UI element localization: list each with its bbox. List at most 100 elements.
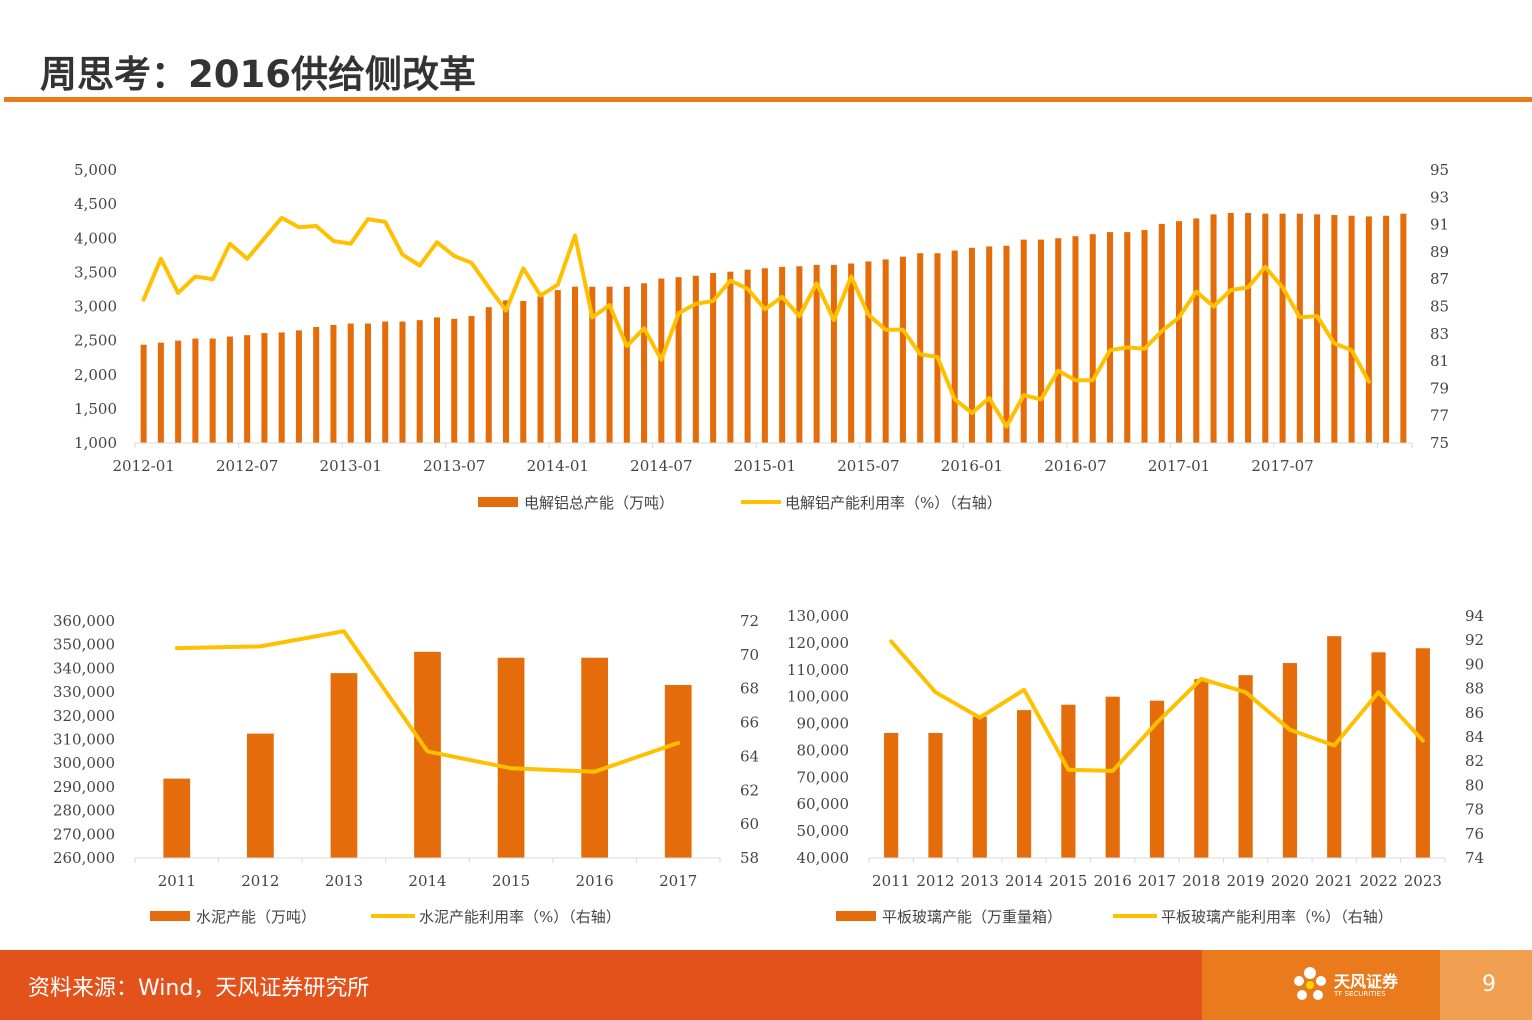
data-bar <box>364 323 371 443</box>
data-bar <box>433 317 441 443</box>
x-axis-tick-label: 2020 <box>1271 872 1309 890</box>
x-axis-tick-label: 2018 <box>1182 872 1220 890</box>
right-axis-tick-label: 92 <box>1465 631 1484 649</box>
data-bar <box>497 657 525 858</box>
left-axis-tick-label: 280,000 <box>53 802 115 820</box>
data-bar <box>1314 214 1321 443</box>
data-bar <box>675 277 682 443</box>
left-axis-tick-label: 90,000 <box>797 715 850 733</box>
right-axis-tick-label: 79 <box>1430 379 1449 397</box>
left-axis-tick-label: 60,000 <box>797 795 850 813</box>
data-bar <box>1400 213 1407 443</box>
left-axis-tick-label: 120,000 <box>787 634 849 652</box>
data-bar <box>761 268 768 443</box>
data-bar <box>664 684 692 858</box>
data-bar <box>934 253 941 443</box>
right-axis-tick-label: 74 <box>1465 849 1484 867</box>
x-axis-tick-label: 2014 <box>1005 872 1043 890</box>
data-bar <box>986 246 993 443</box>
data-bar <box>1003 245 1010 443</box>
data-bar <box>972 716 987 858</box>
data-bar <box>1238 675 1253 858</box>
x-axis-tick-label: 2013-07 <box>423 457 485 475</box>
right-axis-tick-label: 70 <box>740 646 759 664</box>
data-bar <box>641 283 648 443</box>
legend-line-label: 平板玻璃产能利用率（%）（右轴） <box>1161 908 1393 926</box>
data-bar <box>140 344 147 443</box>
legend-bar-swatch <box>836 911 876 921</box>
x-axis-tick-label: 2017 <box>659 872 697 890</box>
left-axis-tick-label: 3,500 <box>74 263 117 281</box>
x-axis-tick-label: 2017-07 <box>1251 457 1313 475</box>
data-bar <box>330 324 337 443</box>
x-axis-tick-label: 2022 <box>1359 872 1397 890</box>
data-bar <box>1227 212 1234 443</box>
left-axis-tick-label: 110,000 <box>787 661 849 679</box>
x-axis-tick-label: 2013 <box>961 872 999 890</box>
left-axis-tick-label: 3,000 <box>74 298 117 316</box>
left-axis-tick-label: 310,000 <box>53 731 115 749</box>
utilization-line <box>141 215 1371 429</box>
data-bar <box>1348 215 1355 443</box>
data-bar <box>899 256 906 443</box>
left-axis-tick-label: 80,000 <box>797 741 850 759</box>
source-note: 资料来源：Wind，天风证券研究所 <box>28 976 370 1001</box>
left-axis-tick-label: 260,000 <box>53 849 115 867</box>
data-bar <box>928 732 943 858</box>
legend-bar-swatch <box>478 497 518 507</box>
right-axis-tick-label: 78 <box>1465 801 1484 819</box>
x-axis-tick-label: 2011 <box>872 872 910 890</box>
data-bar <box>1061 704 1076 858</box>
utilization-line <box>174 629 681 774</box>
x-axis-tick-label: 2016 <box>1094 872 1132 890</box>
data-bar <box>1383 215 1390 443</box>
left-axis-tick-label: 2,000 <box>74 366 117 384</box>
x-axis-tick-label: 2019 <box>1227 872 1265 890</box>
right-axis-tick-label: 89 <box>1430 243 1449 261</box>
right-axis-tick-label: 93 <box>1430 188 1449 206</box>
data-bar <box>416 320 423 443</box>
data-bar <box>554 290 561 443</box>
right-axis-tick-label: 60 <box>740 815 759 833</box>
left-axis-tick-label: 270,000 <box>53 825 115 843</box>
left-axis-tick-label: 1,000 <box>74 434 117 452</box>
data-bar <box>727 271 734 443</box>
data-bar <box>1105 696 1120 858</box>
data-bar <box>1037 239 1044 443</box>
title-divider <box>4 97 1532 102</box>
left-axis-tick-label: 360,000 <box>53 612 115 630</box>
x-axis-tick-label: 2013 <box>325 872 363 890</box>
x-axis-tick-label: 2016-01 <box>941 457 1003 475</box>
left-axis-tick-label: 290,000 <box>53 778 115 796</box>
data-bar <box>589 286 596 443</box>
data-bar <box>1365 216 1372 443</box>
data-bar <box>884 732 899 858</box>
data-bar <box>503 300 510 443</box>
data-bar <box>226 336 233 443</box>
logo-name: 天风证券 <box>1334 972 1399 991</box>
data-bar <box>1210 214 1217 443</box>
right-axis-tick-label: 66 <box>740 714 759 732</box>
data-bar <box>917 253 924 443</box>
data-bar <box>313 326 320 443</box>
data-bar <box>1055 238 1062 443</box>
right-axis-tick-label: 87 <box>1430 270 1449 288</box>
left-axis-tick-label: 330,000 <box>53 683 115 701</box>
data-bar <box>1262 213 1269 443</box>
data-bar <box>520 301 527 443</box>
data-bar <box>537 296 544 443</box>
data-bar <box>1331 215 1338 443</box>
data-bar <box>1089 234 1096 443</box>
right-axis-tick-label: 81 <box>1430 352 1449 370</box>
data-bar <box>606 286 613 443</box>
x-axis-tick-label: 2016-07 <box>1044 457 1106 475</box>
data-bar <box>192 338 199 443</box>
data-bar <box>278 332 285 443</box>
page-number-box: 9 <box>1440 950 1532 1020</box>
data-bar <box>830 264 837 443</box>
right-axis-tick-label: 82 <box>1465 752 1484 770</box>
right-axis-tick-label: 75 <box>1430 434 1449 452</box>
data-bar <box>848 263 855 443</box>
x-axis-tick-label: 2013-01 <box>320 457 382 475</box>
data-bar <box>581 657 609 858</box>
